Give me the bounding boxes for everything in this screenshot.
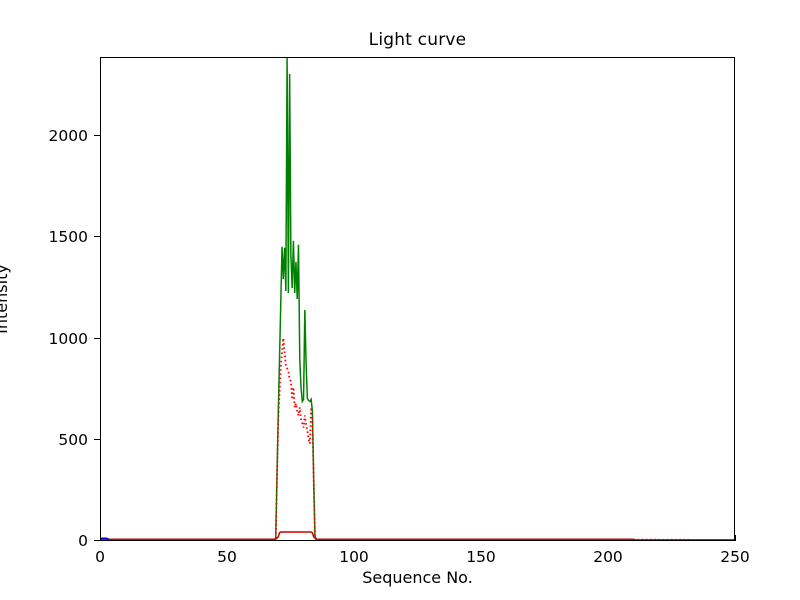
x-tick-label-50: 50 (217, 548, 237, 566)
y-tickmark-1500 (94, 236, 100, 238)
chart-title: Light curve (368, 30, 467, 50)
y-tickmark-1000 (94, 338, 100, 340)
plot-area (100, 57, 735, 541)
series-layer (101, 58, 734, 540)
y-tick-label-500: 500 (58, 431, 88, 449)
y-tickmark-500 (94, 439, 100, 441)
y-axis-label: Intensity (0, 264, 11, 334)
x-tickmark-250 (735, 535, 737, 541)
y-tick-label-1000: 1000 (48, 330, 88, 348)
x-axis-label: Sequence No. (362, 568, 473, 587)
y-tick-label-1500: 1500 (48, 228, 88, 246)
y-tickmark-2000 (94, 135, 100, 137)
x-tick-label-100: 100 (339, 548, 369, 566)
series-green-solid (101, 58, 734, 540)
plot-svg (101, 58, 734, 540)
series-red-solid-baseline (101, 531, 734, 540)
x-tick-label-200: 200 (593, 548, 623, 566)
x-tick-label-0: 0 (95, 548, 105, 566)
series-red-dotted (101, 338, 734, 540)
x-tick-label-150: 150 (466, 548, 496, 566)
y-tick-label-2000: 2000 (48, 127, 88, 145)
y-tick-label-0: 0 (78, 532, 88, 550)
series-blue-segment (101, 537, 109, 540)
x-tick-label-250: 250 (720, 548, 750, 566)
y-tickmark-0 (94, 540, 100, 542)
